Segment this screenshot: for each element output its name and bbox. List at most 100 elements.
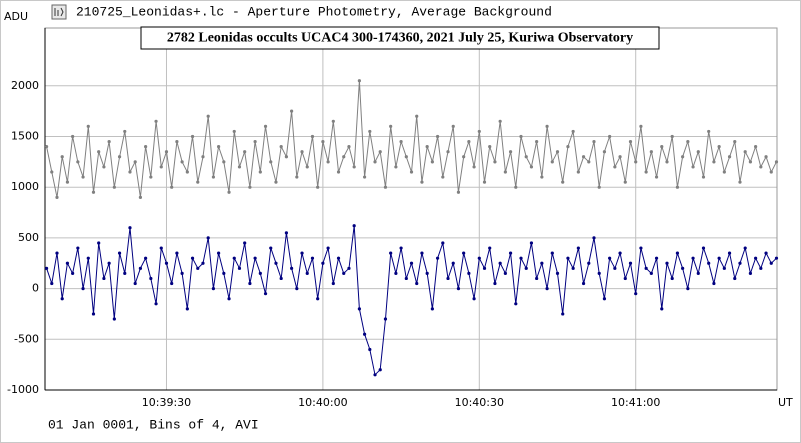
data-point — [164, 150, 169, 154]
data-point — [712, 281, 716, 286]
data-point — [237, 266, 242, 270]
data-point — [420, 251, 424, 255]
data-point — [368, 347, 372, 352]
data-point — [754, 145, 758, 149]
data-point — [681, 266, 685, 270]
data-point — [764, 155, 768, 159]
data-point — [295, 175, 299, 179]
data-point — [602, 297, 607, 301]
data-point — [691, 165, 695, 169]
data-point — [733, 139, 737, 144]
data-point — [71, 271, 75, 275]
data-point — [383, 185, 388, 189]
data-point — [253, 256, 257, 260]
data-point — [227, 190, 231, 194]
data-point — [535, 139, 539, 144]
data-point — [435, 256, 440, 260]
data-point — [154, 119, 158, 123]
data-point — [576, 246, 580, 250]
data-point — [159, 165, 163, 169]
data-point — [446, 276, 450, 281]
data-point — [519, 134, 523, 139]
data-point — [201, 155, 205, 159]
data-point — [769, 261, 773, 265]
data-point — [60, 155, 64, 159]
data-point — [670, 276, 674, 281]
footer: 01 Jan 0001, Bins of 4, AVI — [48, 417, 259, 432]
data-point — [712, 160, 716, 164]
data-point — [316, 185, 320, 189]
data-point — [185, 170, 189, 174]
data-point — [170, 281, 174, 286]
data-point — [748, 271, 753, 275]
data-point — [65, 261, 70, 265]
data-point — [290, 109, 294, 113]
data-point — [550, 251, 554, 255]
data-point — [493, 281, 497, 286]
data-point — [686, 286, 690, 291]
data-point — [456, 190, 461, 194]
data-point — [738, 180, 742, 184]
data-point — [555, 271, 560, 275]
data-point — [326, 246, 330, 250]
data-point — [451, 124, 455, 128]
data-point — [336, 170, 341, 174]
data-point — [493, 160, 497, 164]
data-point — [587, 261, 591, 265]
data-point — [394, 165, 398, 169]
data-point — [608, 134, 612, 139]
data-point — [748, 160, 753, 164]
data-point — [232, 129, 236, 134]
y-tick-label: 500 — [18, 231, 39, 244]
data-point — [362, 175, 367, 179]
data-point — [378, 368, 382, 372]
data-point — [300, 150, 304, 154]
data-point — [404, 155, 408, 159]
data-point — [81, 286, 85, 291]
data-point — [701, 175, 706, 179]
data-point — [540, 261, 544, 265]
data-point — [482, 180, 487, 184]
data-point — [97, 241, 101, 245]
data-point — [644, 170, 648, 174]
data-point — [441, 241, 445, 245]
data-point — [451, 261, 455, 265]
data-point — [644, 266, 648, 270]
data-point — [112, 185, 116, 189]
data-point — [477, 256, 481, 260]
data-point — [107, 139, 111, 144]
data-point — [144, 145, 148, 149]
data-point — [305, 271, 309, 275]
data-point — [613, 165, 617, 169]
app-icon-glyph — [54, 7, 64, 17]
data-point — [76, 246, 80, 250]
data-point — [409, 170, 414, 174]
data-point — [149, 175, 153, 179]
data-point — [425, 271, 429, 275]
data-point — [488, 246, 492, 250]
data-point — [190, 256, 195, 260]
data-point — [154, 302, 158, 306]
data-point — [180, 271, 184, 275]
data-point — [467, 271, 471, 275]
data-point — [498, 261, 502, 265]
data-point — [540, 175, 544, 179]
data-point — [175, 139, 179, 144]
data-point — [373, 160, 377, 164]
data-point — [170, 185, 174, 189]
data-point — [55, 251, 59, 255]
data-point — [660, 145, 664, 149]
data-point — [357, 79, 361, 83]
data-point — [456, 286, 461, 291]
data-point — [342, 271, 346, 275]
data-point — [623, 180, 627, 184]
title-box — [140, 26, 660, 50]
data-point — [743, 246, 747, 250]
data-point — [430, 307, 434, 311]
data-point — [602, 150, 607, 154]
data-point — [472, 165, 476, 169]
data-point — [691, 256, 695, 260]
data-point — [107, 261, 111, 265]
data-point — [50, 281, 54, 286]
